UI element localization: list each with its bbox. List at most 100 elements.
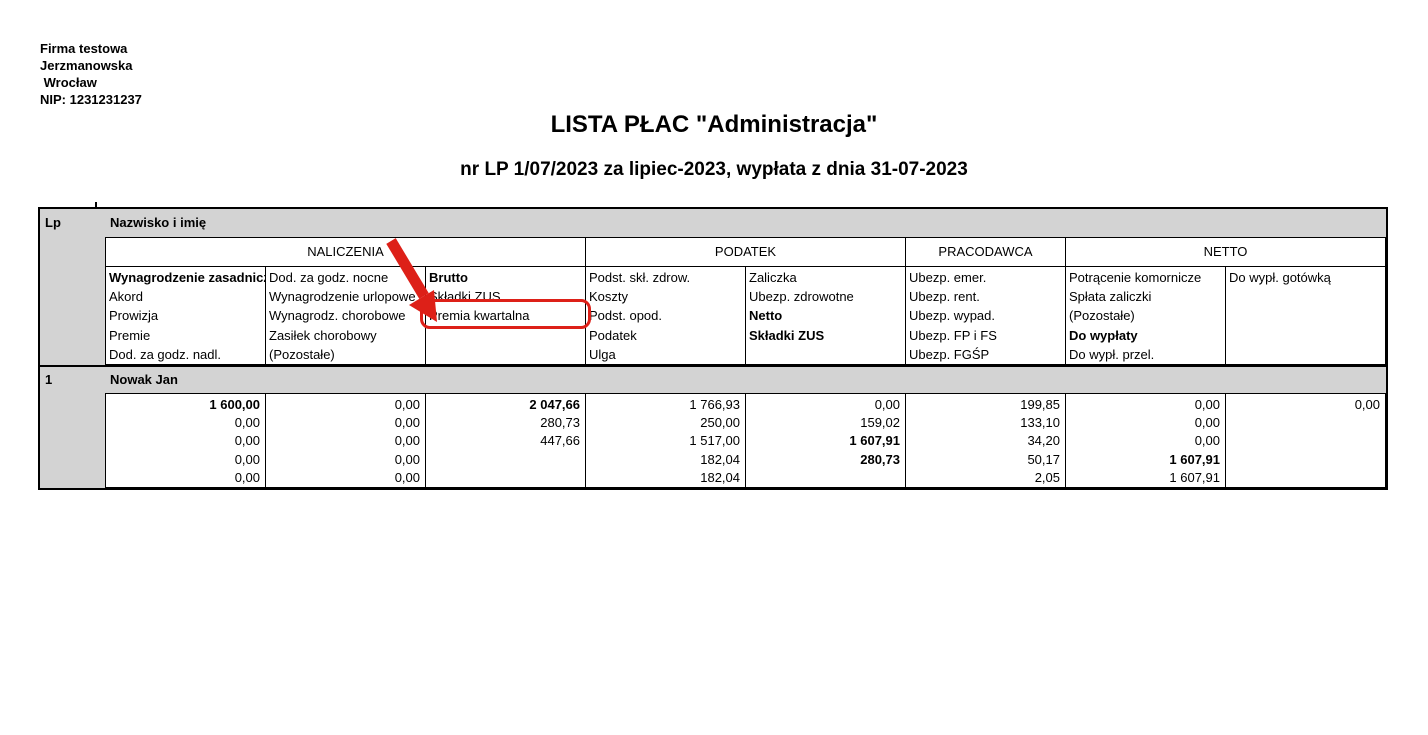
header-cell: Netto: [749, 308, 783, 324]
header-cell: Podatek: [589, 327, 637, 343]
header-cell: Ubezp. emer.: [909, 270, 987, 285]
value-cell: [1226, 451, 1380, 469]
employee-row-band: 1 Nowak Jan: [40, 365, 1386, 395]
header-cell: Wynagrodzenie urlopowe: [269, 289, 416, 305]
header-cell: Dod. za godz. nadl.: [109, 346, 222, 362]
header-cell: Ubezp. rent.: [909, 289, 980, 305]
highlight-box: [420, 299, 591, 329]
value-cell: 1 607,91: [849, 433, 900, 449]
name-column-header: Nazwisko i imię: [110, 215, 207, 230]
header-cell: Koszty: [589, 289, 629, 305]
header-cell: Premie: [109, 327, 151, 343]
header-cell: Potrącenie komornicze: [1069, 270, 1202, 285]
company-street: Jerzmanowska: [40, 58, 133, 73]
value-cell: 280,73: [540, 415, 580, 431]
value-cell: 0,00: [874, 397, 900, 412]
header-cell: Do wypł. gotówką: [1229, 270, 1331, 285]
header-cell: [1229, 306, 1385, 325]
value-cell: [1226, 469, 1380, 487]
header-cell: Podst. skł. zdrow.: [589, 270, 691, 285]
header-cell: Składki ZUS: [749, 327, 825, 343]
value-cell: 1 607,91: [1169, 451, 1220, 467]
value-cell: [746, 469, 900, 487]
group-header-netto: NETTO: [1203, 244, 1248, 259]
border-tick-mark: [95, 202, 97, 207]
value-column-6: 199,85 133,10 34,20 50,17 2,05: [906, 394, 1066, 487]
company-info: Firma testowa Jerzmanowska Wrocław NIP: …: [40, 40, 142, 108]
header-cell: Prowizja: [109, 308, 159, 324]
header-column-5: Zaliczka Ubezp. zdrowotne Netto Składki …: [746, 267, 906, 364]
value-cell: 50,17: [1027, 451, 1060, 467]
header-cell: [429, 345, 585, 364]
value-cell: 2,05: [1034, 469, 1060, 485]
header-cell: Ubezp. wypad.: [909, 308, 995, 324]
value-cell: 0,00: [394, 469, 420, 485]
value-cell: 0,00: [1194, 397, 1220, 412]
value-cell: [1226, 414, 1380, 432]
value-column-3: 2 047,66 280,73 447,66: [426, 394, 586, 487]
value-cell: 199,85: [1020, 397, 1060, 412]
value-column-2: 0,00 0,00 0,00 0,00 0,00: [266, 394, 426, 487]
header-cell: Do wypł. przel.: [1069, 346, 1155, 362]
value-column-4: 1 766,93 250,00 1 517,00 182,04 182,04: [586, 394, 746, 487]
value-cell: 0,00: [394, 433, 420, 449]
value-cell: 1 607,91: [1169, 469, 1220, 485]
header-column-2: Dod. za godz. nocne Wynagrodzenie urlopo…: [266, 267, 426, 364]
value-cell: 133,10: [1020, 415, 1060, 431]
header-column-4: Podst. skł. zdrow. Koszty Podst. opod. P…: [586, 267, 746, 364]
value-cell: 0,00: [1194, 433, 1220, 449]
header-column-7: Potrącenie komornicze Spłata zaliczki (P…: [1066, 267, 1226, 364]
header-cell: [1229, 326, 1385, 345]
value-cell: 182,04: [700, 469, 740, 485]
header-cell: Zasiłek chorobowy: [269, 327, 377, 343]
header-column-1: Wynagrodzenie zasadnicze Akord Prowizja …: [106, 267, 266, 364]
group-header-row: NALICZENIA PODATEK PRACODAWCA NETTO: [106, 238, 1385, 267]
page-subtitle: nr LP 1/07/2023 za lipiec-2023, wypłata …: [460, 159, 968, 180]
header-column-8: Do wypł. gotówką: [1226, 267, 1385, 364]
value-cell: 447,66: [540, 433, 580, 449]
value-column-5: 0,00 159,02 1 607,91 280,73: [746, 394, 906, 487]
value-cell: 159,02: [860, 415, 900, 431]
header-cell: Spłata zaliczki: [1069, 289, 1152, 305]
company-name: Firma testowa: [40, 41, 128, 56]
header-cell: [1229, 287, 1385, 306]
company-nip: NIP: 1231231237: [40, 92, 142, 107]
header-inner-table: NALICZENIA PODATEK PRACODAWCA NETTO Wyna…: [105, 237, 1386, 365]
lp-column-header: Lp: [45, 215, 61, 230]
subheader-row: Wynagrodzenie zasadnicze Akord Prowizja …: [106, 267, 1385, 364]
value-cell: 250,00: [700, 415, 740, 431]
value-cell: [426, 451, 580, 469]
value-cell: 0,00: [234, 415, 260, 431]
header-cell: Podst. opod.: [589, 308, 662, 324]
value-cell: 34,20: [1027, 433, 1060, 449]
value-cell: [1226, 432, 1380, 450]
value-cell: 2 047,66: [529, 397, 580, 412]
value-column-7: 0,00 0,00 0,00 1 607,91 1 607,91: [1066, 394, 1226, 487]
value-cell: 1 766,93: [689, 397, 740, 412]
company-city: Wrocław: [40, 75, 97, 90]
group-header-podatek: PODATEK: [586, 238, 906, 266]
value-cell: 0,00: [234, 469, 260, 485]
value-cell: 1 600,00: [209, 397, 260, 412]
value-cell: 0,00: [394, 397, 420, 412]
header-cell: Akord: [109, 289, 143, 305]
header-cell: (Pozostałe): [1069, 308, 1135, 324]
value-cell: 0,00: [1194, 415, 1220, 431]
header-cell: Ubezp. FP i FS: [909, 327, 997, 343]
value-cell: 0,00: [234, 451, 260, 467]
employee-number: 1: [45, 372, 53, 387]
group-header-pracodawca: PRACODAWCA: [906, 238, 1066, 266]
value-column-8: 0,00: [1226, 394, 1385, 487]
value-column-1: 1 600,00 0,00 0,00 0,00 0,00: [106, 394, 266, 487]
value-cell: 1 517,00: [689, 433, 740, 449]
header-cell: Ulga: [589, 346, 616, 362]
header-cell: Do wypłaty: [1069, 327, 1138, 343]
header-cell: Ubezp. FGŚP: [909, 346, 990, 362]
value-cell: 0,00: [394, 451, 420, 467]
value-cell: 280,73: [860, 451, 900, 467]
value-cell: [426, 469, 580, 487]
header-column-6: Ubezp. emer. Ubezp. rent. Ubezp. wypad. …: [906, 267, 1066, 364]
values-row: 1 600,00 0,00 0,00 0,00 0,00 0,00 0,00 0…: [106, 394, 1385, 487]
value-cell: 0,00: [394, 415, 420, 431]
